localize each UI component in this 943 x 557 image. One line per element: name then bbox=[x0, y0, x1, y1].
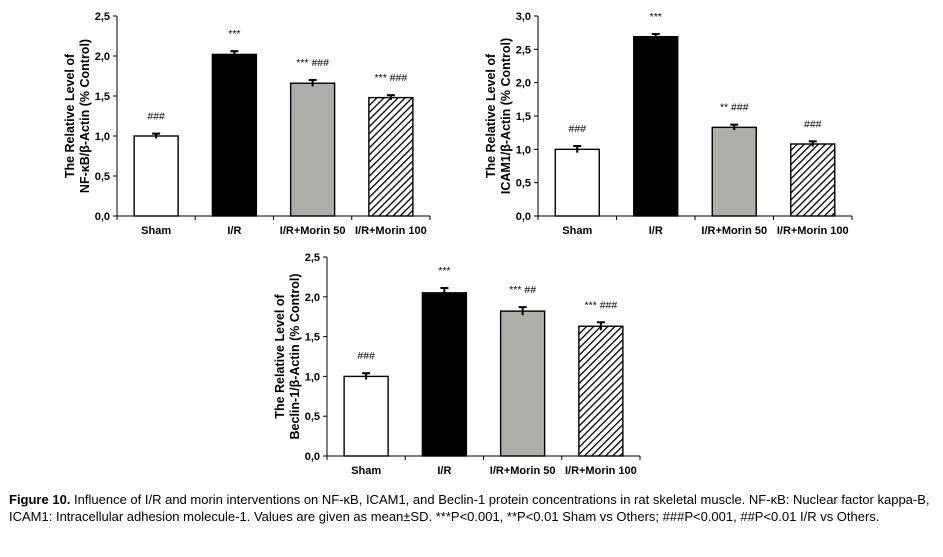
category-label: I/R+Morin 50 bbox=[280, 225, 346, 237]
y-tick-label: 1,0 bbox=[305, 371, 320, 383]
y-tick-label: 2,0 bbox=[305, 292, 320, 304]
significance-label: *** ### bbox=[296, 57, 329, 69]
bar-3 bbox=[711, 126, 757, 217]
significance-label: *** bbox=[438, 265, 450, 277]
y-tick-label: 2,0 bbox=[95, 51, 110, 63]
category-label: I/R+Morin 50 bbox=[490, 465, 556, 477]
bar-4 bbox=[790, 143, 836, 217]
category-label: Sham bbox=[351, 465, 381, 477]
category-label: I/R+Morin 50 bbox=[701, 225, 767, 237]
category-label: I/R bbox=[227, 225, 241, 237]
significance-label: ### bbox=[568, 123, 586, 135]
y-tick-label: 2,0 bbox=[516, 78, 531, 90]
y-tick-label: 0,0 bbox=[95, 211, 110, 223]
y-tick-label: 1,5 bbox=[95, 91, 110, 103]
y-axis-label-line: ICAM1/β-Actin (% Control) bbox=[499, 38, 513, 194]
y-tick-label: 0,5 bbox=[305, 411, 320, 423]
bar-3 bbox=[289, 82, 336, 217]
category-label: Sham bbox=[141, 225, 171, 237]
bar-2 bbox=[211, 53, 258, 217]
caption-label: Figure 10. bbox=[9, 492, 71, 507]
icam1-chart: 0,0 0,5 1,0 1,5 2,0 2,5 3,0 The Relative Level … bbox=[484, 11, 853, 237]
bar-4 bbox=[578, 325, 624, 457]
bar-2 bbox=[633, 35, 679, 217]
y-tick-label: 1,5 bbox=[305, 332, 320, 344]
y-axis-label: The Relative Level ofICAM1/β-Actin (% Co… bbox=[484, 38, 513, 194]
category-label: I/R bbox=[437, 465, 451, 477]
y-tick-label: 0,5 bbox=[95, 171, 110, 183]
category-label: I/R+Morin 100 bbox=[355, 225, 427, 237]
category-label: I/R+Morin 100 bbox=[777, 225, 849, 237]
y-tick-label: 0,0 bbox=[516, 211, 531, 223]
significance-label: ### bbox=[147, 111, 165, 123]
y-axis-label: The Relative Level ofNF-κB/β-Actin (% Co… bbox=[63, 39, 92, 193]
category-label: I/R bbox=[649, 225, 663, 237]
y-axis-label: The Relative Level ofBeclin-1/β-Actin (%… bbox=[273, 274, 302, 440]
y-axis-label-line: The Relative Level of bbox=[63, 53, 77, 178]
significance-label: *** bbox=[650, 11, 662, 23]
y-tick-label: 1,0 bbox=[95, 131, 110, 143]
y-axis-label-line: The Relative Level of bbox=[273, 293, 287, 418]
y-axis-label-line: NF-κB/β-Actin (% Control) bbox=[78, 39, 92, 193]
category-label: I/R+Morin 100 bbox=[565, 465, 637, 477]
bar-1 bbox=[133, 135, 179, 217]
caption-text: Influence of I/R and morin interventions… bbox=[9, 492, 930, 524]
y-tick-label: 1,5 bbox=[516, 111, 531, 123]
bar-2 bbox=[421, 292, 468, 457]
significance-label: *** ## bbox=[509, 284, 536, 296]
significance-label: *** ### bbox=[375, 72, 408, 84]
bar-1 bbox=[554, 148, 600, 217]
significance-label: ### bbox=[804, 118, 822, 130]
y-tick-label: 2,5 bbox=[95, 11, 110, 23]
y-tick-label: 3,0 bbox=[516, 11, 531, 23]
y-tick-label: 1,0 bbox=[516, 144, 531, 156]
y-tick-label: 2,5 bbox=[305, 252, 320, 264]
bar-4 bbox=[368, 96, 414, 217]
y-axis-label-line: Beclin-1/β-Actin (% Control) bbox=[288, 274, 302, 440]
bar-3 bbox=[499, 310, 546, 457]
significance-label: *** ### bbox=[585, 299, 618, 311]
y-tick-label: 2,5 bbox=[516, 44, 531, 56]
nfkb-chart: 0,0 0,5 1,0 1,5 2,0 2,5 The Relative Level ofN… bbox=[63, 11, 431, 237]
y-tick-label: 0,0 bbox=[305, 451, 320, 463]
category-label: Sham bbox=[562, 225, 592, 237]
figure-caption: Figure 10. Influence of I/R and morin in… bbox=[9, 491, 934, 525]
y-axis-label-line: The Relative Level of bbox=[484, 53, 498, 178]
significance-label: ### bbox=[357, 350, 375, 362]
y-tick-label: 0,5 bbox=[516, 178, 531, 190]
significance-label: *** bbox=[228, 28, 240, 40]
bar-1 bbox=[343, 375, 389, 457]
significance-label: ** ### bbox=[720, 102, 749, 114]
